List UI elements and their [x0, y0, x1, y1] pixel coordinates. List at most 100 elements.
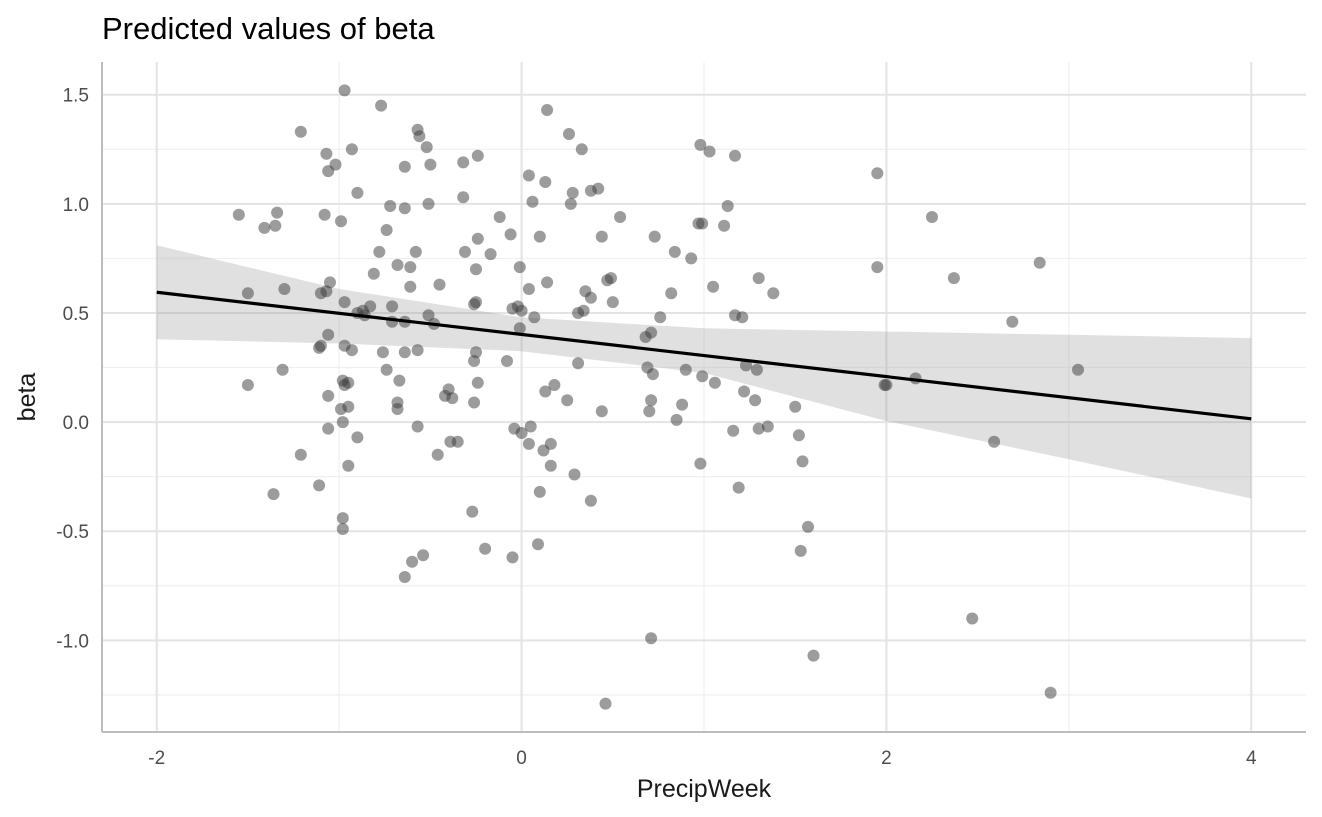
- data-point: [947, 272, 960, 285]
- data-point: [568, 468, 581, 481]
- data-point: [665, 287, 678, 300]
- data-point: [338, 84, 351, 97]
- data-point: [318, 208, 331, 221]
- data-point: [752, 422, 765, 435]
- data-point: [802, 520, 814, 533]
- data-point: [645, 394, 658, 407]
- data-point: [736, 311, 749, 324]
- data-point: [807, 649, 820, 662]
- data-point: [584, 494, 597, 507]
- data-point: [577, 304, 590, 317]
- data-point: [522, 169, 535, 182]
- data-point: [561, 394, 574, 407]
- data-point: [1006, 315, 1019, 328]
- data-point: [433, 278, 446, 291]
- data-point: [468, 298, 481, 311]
- data-point: [703, 145, 716, 158]
- data-point: [564, 197, 577, 210]
- x-axis-title: PrecipWeek: [637, 775, 772, 803]
- data-point: [338, 296, 351, 309]
- data-point: [404, 280, 417, 293]
- data-point: [749, 394, 762, 407]
- data-point: [484, 248, 497, 261]
- data-point: [398, 202, 411, 215]
- data-point: [694, 138, 707, 151]
- data-point: [471, 376, 484, 389]
- points-layer: [232, 84, 1084, 710]
- data-point: [375, 99, 388, 112]
- data-point: [269, 219, 282, 232]
- data-point: [470, 263, 482, 276]
- x-tick-label: -2: [148, 748, 165, 769]
- data-point: [880, 379, 893, 391]
- data-point: [645, 632, 658, 645]
- data-point: [345, 344, 358, 357]
- data-point: [351, 186, 364, 199]
- data-point: [670, 413, 683, 426]
- data-point: [336, 523, 349, 535]
- data-point: [398, 571, 411, 583]
- data-point: [654, 311, 667, 324]
- data-point: [278, 283, 291, 295]
- data-point: [431, 448, 444, 461]
- data-point: [767, 287, 780, 300]
- data-point: [336, 512, 349, 525]
- data-point: [794, 544, 807, 557]
- data-point: [526, 195, 539, 208]
- data-point: [342, 459, 355, 472]
- data-point: [417, 549, 430, 562]
- data-point: [241, 287, 254, 300]
- data-point: [313, 479, 326, 492]
- data-point: [601, 274, 614, 287]
- data-point: [796, 455, 809, 468]
- data-point: [1072, 363, 1084, 376]
- data-point: [789, 400, 802, 413]
- data-point: [871, 261, 884, 274]
- data-point: [409, 245, 422, 258]
- data-point: [707, 280, 720, 293]
- data-point: [515, 427, 528, 439]
- data-point: [424, 158, 437, 171]
- data-point: [685, 252, 698, 265]
- data-point: [539, 385, 552, 398]
- data-point: [528, 311, 541, 324]
- data-point: [294, 125, 307, 138]
- data-point: [493, 211, 506, 223]
- data-point: [406, 555, 419, 568]
- data-point: [404, 261, 417, 274]
- data-point: [313, 341, 326, 354]
- data-point: [258, 221, 271, 234]
- data-point: [606, 296, 619, 309]
- data-point: [367, 267, 380, 280]
- data-point: [792, 429, 805, 442]
- data-point: [718, 219, 731, 232]
- data-point: [411, 420, 424, 433]
- data-point: [513, 261, 526, 274]
- data-point: [694, 457, 707, 470]
- data-point: [276, 363, 289, 376]
- data-point: [584, 291, 597, 304]
- data-point: [729, 149, 741, 162]
- data-point: [988, 435, 1001, 448]
- data-point: [420, 141, 433, 154]
- data-point: [471, 149, 484, 162]
- y-axis-title: beta: [13, 373, 41, 422]
- data-point: [466, 505, 479, 518]
- data-point: [648, 230, 661, 243]
- data-point: [533, 485, 546, 498]
- data-point: [761, 420, 774, 433]
- data-point: [322, 422, 335, 435]
- data-point: [592, 182, 605, 195]
- data-point: [732, 481, 745, 494]
- y-tick-label: 1.0: [63, 195, 89, 216]
- data-point: [232, 208, 245, 221]
- axes: [101, 62, 1306, 733]
- data-point: [398, 346, 411, 359]
- data-point: [322, 165, 335, 178]
- data-point: [335, 215, 347, 228]
- data-point: [322, 328, 335, 341]
- data-point: [696, 217, 709, 230]
- data-point: [532, 538, 544, 551]
- data-point: [267, 488, 280, 501]
- data-point: [544, 437, 557, 450]
